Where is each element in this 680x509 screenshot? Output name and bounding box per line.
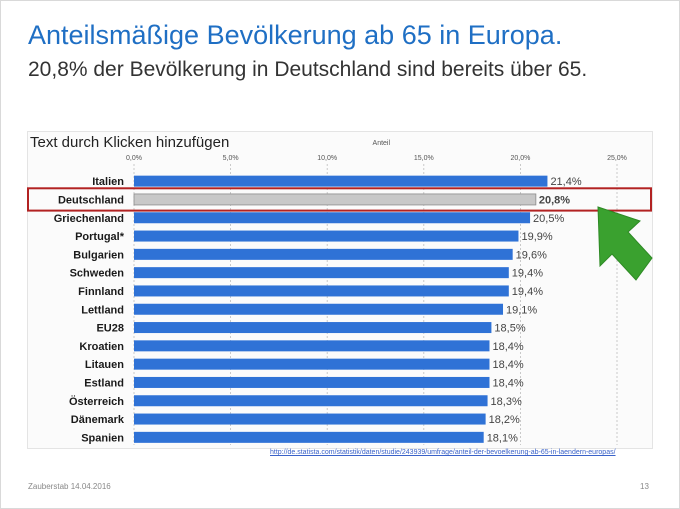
category-label: Griechenland — [54, 213, 124, 225]
bar — [134, 285, 509, 297]
bar — [134, 358, 490, 370]
value-label: 19,1% — [506, 304, 537, 316]
category-label: Lettland — [81, 304, 124, 316]
value-label: 19,9% — [521, 231, 552, 243]
x-axis-title: Anteil — [373, 140, 391, 147]
x-tick-label: 20,0% — [510, 155, 530, 162]
category-label: Estland — [84, 377, 124, 389]
value-label: 20,8% — [539, 194, 570, 206]
text-placeholder[interactable]: Text durch Klicken hinzufügen — [30, 134, 230, 151]
x-tick-label: 5,0% — [223, 155, 239, 162]
bar — [134, 248, 513, 260]
value-label: 18,4% — [492, 377, 523, 389]
category-label: Österreich — [69, 395, 124, 408]
value-label: 20,5% — [533, 213, 564, 225]
category-label: EU28 — [96, 323, 124, 335]
value-label: 19,6% — [516, 249, 547, 261]
value-label: 19,4% — [512, 268, 543, 280]
bar — [134, 431, 484, 443]
category-label: Litauen — [85, 359, 124, 371]
bar — [134, 230, 519, 242]
bar — [133, 193, 537, 206]
value-label: 19,4% — [512, 286, 543, 298]
value-label: 18,1% — [487, 432, 518, 444]
category-label: Portugal* — [75, 231, 125, 243]
source-link[interactable]: http://de.statista.com/statistik/daten/s… — [270, 449, 616, 456]
category-label: Spanien — [81, 432, 124, 444]
category-label: Deutschland — [58, 194, 124, 206]
x-tick-label: 0,0% — [126, 155, 142, 162]
value-label: 18,4% — [492, 359, 523, 371]
value-label: 18,2% — [489, 414, 520, 426]
footer-date: Zauberstab 14.04.2016 — [28, 482, 111, 491]
bar — [134, 303, 504, 315]
bar — [134, 395, 488, 407]
value-label: 18,5% — [494, 323, 525, 335]
bar — [134, 413, 486, 425]
bar — [134, 212, 531, 224]
bar — [134, 340, 490, 352]
category-label: Bulgarien — [73, 249, 124, 261]
value-label: 18,4% — [492, 341, 523, 353]
slide-subtitle: 20,8% der Bevölkerung in Deutschland sin… — [28, 58, 588, 81]
green-arrow-icon — [597, 206, 653, 281]
value-label: 18,3% — [491, 396, 522, 408]
x-tick-label: 10,0% — [317, 155, 337, 162]
category-label: Kroatien — [79, 341, 124, 353]
x-tick-label: 15,0% — [414, 155, 434, 162]
value-label: 21,4% — [550, 176, 581, 188]
highlight-box — [27, 187, 652, 212]
page-number: 13 — [640, 482, 649, 491]
bar — [134, 376, 490, 388]
category-label: Finnland — [78, 286, 124, 298]
category-label: Dänemark — [71, 414, 125, 426]
bar — [134, 175, 548, 187]
category-label: Schweden — [70, 268, 125, 280]
bar — [134, 267, 509, 279]
category-label: Italien — [92, 176, 124, 188]
bar — [134, 322, 492, 334]
slide-title: Anteilsmäßige Bevölkerung ab 65 in Europ… — [28, 20, 563, 50]
x-tick-label: 25,0% — [607, 155, 627, 162]
